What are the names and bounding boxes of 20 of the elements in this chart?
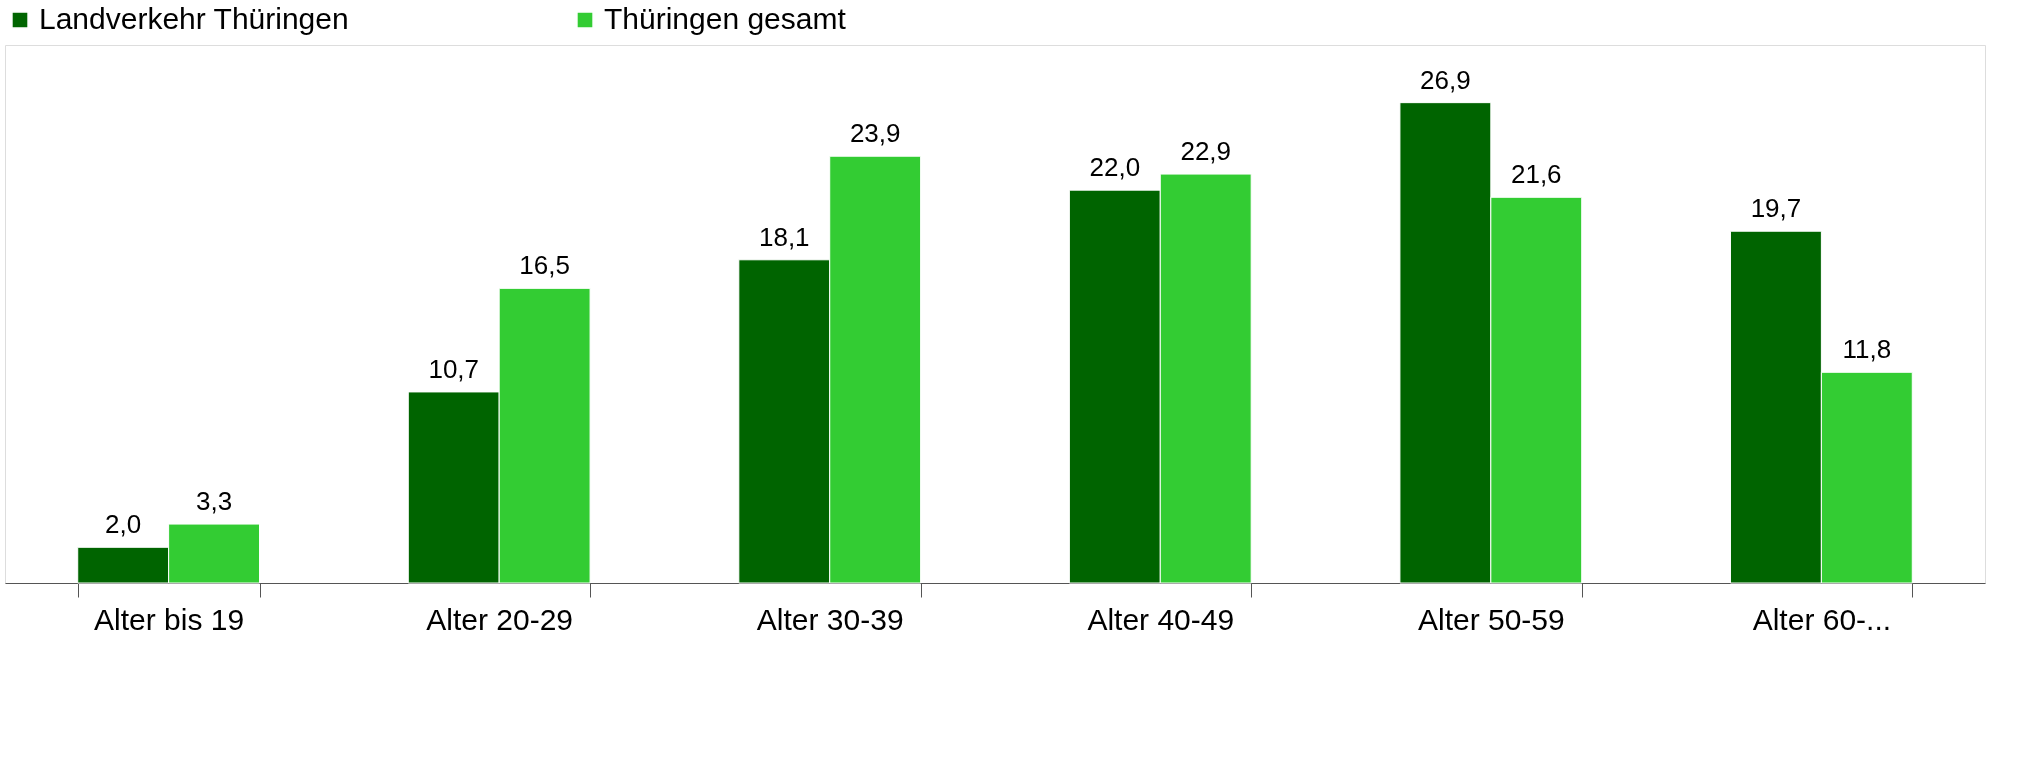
data-label: 18,1 [758, 221, 810, 252]
x-tick-label: Alter 20-29 [426, 602, 574, 636]
data-label: 19,7 [1750, 193, 1802, 224]
data-label: 22,9 [1180, 136, 1232, 167]
x-tick-label: Alter 60-... [1752, 602, 1892, 636]
data-label: 26,9 [1420, 64, 1471, 95]
data-label: 16,5 [519, 250, 570, 281]
legend-label: Thüringen gesamt [604, 2, 847, 35]
data-label: 3,3 [196, 486, 233, 517]
x-tick-label: Alter 50-59 [1417, 602, 1565, 636]
data-label: 10,7 [428, 353, 480, 384]
x-tick-label: Alter 40-49 [1087, 602, 1235, 636]
legend-label: Landverkehr Thüringen [39, 2, 349, 35]
x-tick-label: Alter 30-39 [756, 602, 904, 636]
data-label: 23,9 [849, 118, 901, 149]
data-label: 22,0 [1089, 152, 1141, 183]
data-label: 2,0 [105, 509, 142, 540]
data-label: 11,8 [1842, 334, 1892, 365]
data-label: 21,6 [1510, 159, 1562, 190]
x-tick-label: Alter bis 19 [94, 602, 245, 636]
